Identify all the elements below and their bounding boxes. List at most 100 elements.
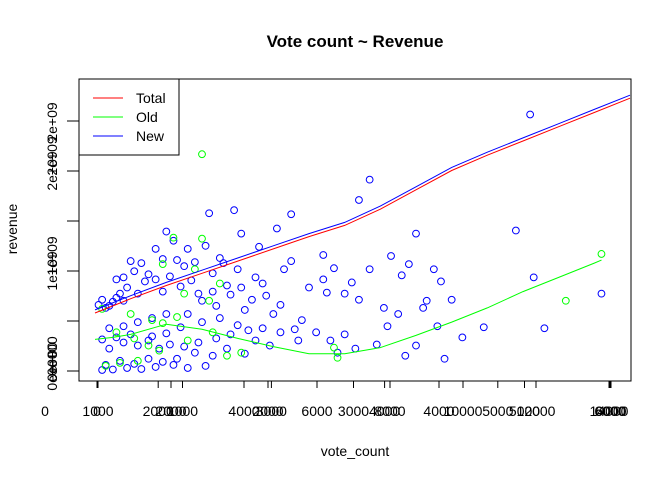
scatter-point [137,259,146,268]
scatter-point [287,210,296,219]
scatter-point [404,260,413,269]
scatter-point [383,322,392,331]
scatter-point [215,279,224,288]
scatter-point [137,365,146,373]
scatter-point [133,341,142,350]
scatter-point [155,344,164,353]
scatter-point [511,226,520,235]
x-tick-label: 2000 [143,403,174,419]
scatter-point [355,295,363,304]
scatter-point [340,330,349,339]
x-tick-label: 1000 [167,403,198,419]
y-tick-label: 1e+09 [44,236,60,276]
scatter-point [198,318,206,327]
scatter-point [148,316,156,325]
x-tick-label: 0 [93,403,101,419]
scatter-point [273,224,281,233]
scatter-point [148,314,156,322]
plot-frame [78,78,632,382]
scatter-point [597,250,606,258]
scatter-point [429,265,438,274]
x-tick-label: 4000 [369,403,400,419]
scatter-point [198,150,206,159]
scatter-point [208,287,217,296]
scatter-point [447,295,456,304]
scatter-point [223,344,231,353]
y-tick-label: 0e+00 [44,351,60,391]
scatter-point [151,275,160,284]
chart-title: Vote count ~ Revenue [267,32,444,51]
scatter-point [155,346,164,355]
scatter-point [158,287,167,296]
legend: Total Old New [78,78,180,156]
y-tick-label: 2e+09 [44,136,60,176]
x-tick-label: 4000 [423,403,454,419]
x-tick-label: 1000 [82,403,113,419]
scatter-point [98,295,107,304]
scatter-point [144,354,153,363]
scatter-point [251,336,260,345]
scatter-point [319,275,328,284]
scatter-point [166,340,174,349]
y-tick-label: 0e+00 [44,342,60,382]
scatter-point [190,258,199,266]
legend-entries: Total Old New [93,90,166,144]
y-axis-label: revenue [4,203,20,254]
scatter-point [419,303,428,312]
scatter-point [230,206,239,215]
scatter-point [133,318,142,327]
scatter-point [205,209,214,218]
scatter-point [176,282,185,291]
scatter-point [365,265,374,274]
scatter-point [101,303,110,312]
scatter-point [226,290,235,299]
legend-label: New [136,128,165,144]
scatter-point [169,360,178,369]
scatter-point [380,303,388,312]
scatter-point [326,336,335,345]
scatter-point [215,314,224,322]
scatter-point [201,241,210,250]
smoother-lines [94,94,631,355]
scatter-point [333,353,342,362]
scatter-point [183,336,192,345]
scatter-point [119,296,128,305]
scatter-point [208,351,217,360]
x-tick-label: 6000 [595,403,626,419]
scatter-point [422,296,431,305]
scatter-point [133,289,142,298]
scatter-point [98,366,107,374]
x-tick-label: 8000 [374,403,405,419]
scatter-point [597,289,606,298]
scatter-point [237,283,246,292]
scatter-point [205,296,214,305]
x-tick-label: 2000 [252,403,283,419]
scatter-point [561,296,570,305]
scatter-point [240,349,249,358]
smoother-line-old [94,259,602,355]
scatter-point [158,319,167,328]
scatter-point [248,295,256,304]
scatter-point [333,348,342,357]
x-tick-label: 6000 [594,403,625,419]
scatter-point [526,110,535,119]
scatter-point [112,275,121,284]
scatter-point [322,288,331,297]
scatter-point [126,310,135,318]
x-axis-label: vote_count [321,443,390,459]
scatter-point [116,356,124,365]
scatter-point [166,272,174,281]
scatter-point [319,251,328,259]
scatter-point [144,341,153,350]
scatter-point [194,338,203,347]
scatter-point [112,328,121,337]
scatter-point [169,236,178,245]
scatter-point [116,289,124,298]
scatter-point [98,335,107,344]
scatter-point [340,289,349,298]
x-tick-label: 0 [41,403,49,419]
scatter-point [108,365,117,374]
scatter-point [130,267,139,276]
scatter-point [144,270,153,279]
